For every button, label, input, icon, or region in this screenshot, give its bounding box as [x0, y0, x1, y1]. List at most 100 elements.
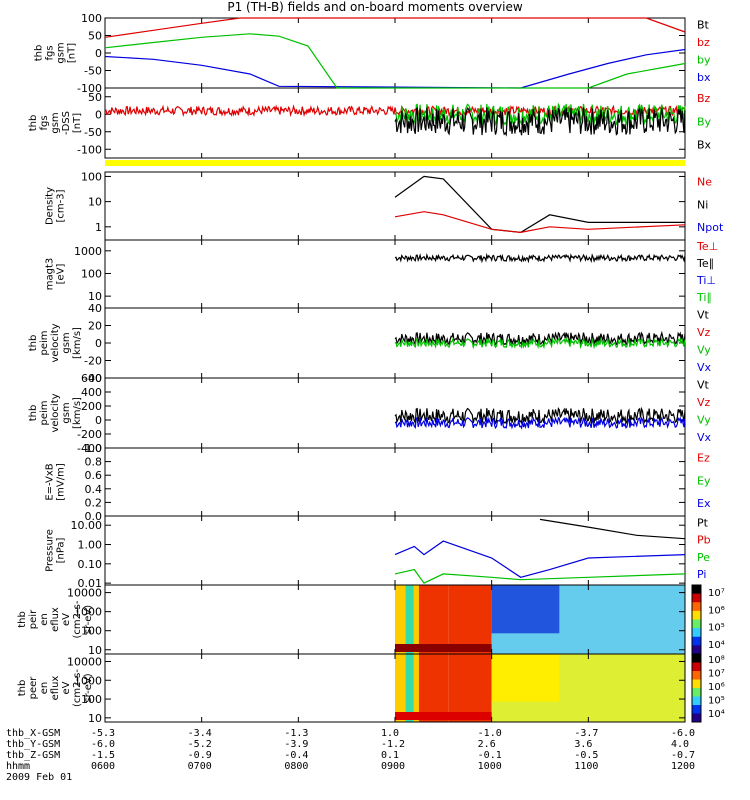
ylabel-peer: thbpeerenefluxeV(cm2-s-sr-eV)	[17, 669, 94, 707]
legend-vel2: Vy	[697, 414, 711, 427]
panel-temp: 1000 100 10 magt3[eV] Te⊥ Te∥ Ti⊥ Ti∥	[45, 239, 718, 309]
ytick-label-fgs: 100	[81, 12, 102, 25]
footer-value: -1.5	[91, 750, 116, 761]
ylabel-line: gsm	[61, 402, 72, 423]
footer-value: -0.4	[284, 750, 309, 761]
ytick-label-pressure: 10.00	[71, 519, 103, 532]
colorbar-cell-peir	[692, 636, 701, 646]
series-Bz2	[104, 104, 686, 118]
legend-vel2: Vt	[697, 379, 710, 392]
colorbar-tick-peir: 10⁵	[708, 623, 725, 634]
series-bx	[104, 48, 686, 89]
legend-efield: Ex	[697, 497, 711, 510]
colorbar-cell-peer	[692, 688, 701, 697]
ytick-label-efield: 0.6	[85, 469, 103, 482]
legend-pressure: Pb	[697, 534, 711, 547]
footer-row-label: thb_Z-GSM	[6, 750, 61, 761]
series-pe	[394, 568, 686, 584]
footer-row-label: thb_X-GSM	[6, 728, 61, 739]
spectrogram-core-peer	[405, 654, 414, 722]
colorbar-frame-peer	[691, 653, 702, 723]
panel-efield: 1.00.80.60.40.20.0 E=-VxB[mV/m] Ez Ey Ex	[45, 442, 711, 523]
spectrogram-low-peir	[395, 644, 492, 652]
ytick-label-temp: 100	[81, 267, 102, 280]
colorbar-cell-peir	[692, 619, 701, 629]
ytick-label-pressure: 1.00	[78, 539, 103, 552]
ylabel-line: thb	[34, 45, 45, 62]
colorbar-cell-peir	[692, 593, 701, 603]
series-ne	[394, 211, 686, 234]
series-vx2	[394, 416, 686, 430]
series-te-par	[394, 252, 686, 264]
footer-value: -3.9	[284, 739, 309, 750]
colorbar-tick-peer: 10⁷	[708, 668, 725, 679]
ylabel-line: [mV/m]	[56, 463, 67, 501]
ylabel-line: [km/s]	[72, 397, 83, 429]
ylabel-line: (cm2-s-	[72, 669, 83, 707]
footer-value: 0900	[381, 761, 406, 772]
panel-frame-efield	[104, 447, 686, 517]
ylabel-vel2: thbpeimvelocitygsm[km/s]	[28, 393, 83, 432]
legend-density: Ne	[697, 176, 712, 189]
footer-value: 4.0	[671, 739, 690, 750]
ylabel-line: (cm2-s-	[72, 600, 83, 638]
legend-efield: Ez	[697, 452, 710, 465]
ytick-label-peer: 10000	[67, 655, 102, 668]
legend-vel1: Vz	[697, 326, 711, 339]
ylabel-line: thb	[28, 405, 39, 422]
colorbar-tick-peer: 10⁶	[708, 682, 725, 693]
ylabel-pressure: Pressure[nPa]	[45, 529, 67, 572]
ylabel-line: peim	[39, 330, 50, 355]
ylabel-line: thb	[28, 115, 39, 132]
colorbar-cell-peer	[692, 654, 701, 663]
ylabel-line: [eV]	[56, 264, 67, 285]
ytick-label-peir: 10	[88, 644, 102, 657]
ylabel-fgs2: thbfgsgsm-DSS[nT]	[28, 111, 83, 135]
colorbar-tick-peer: 10⁵	[708, 696, 725, 707]
ytick-label-peer: 10	[88, 712, 102, 725]
ytick-label-fgs: 0	[95, 47, 102, 60]
ylabel-line: gsm	[61, 332, 72, 353]
legend-pressure: Pt	[697, 516, 709, 529]
ylabel-peir: thbpeirenefluxeV(cm2-s-sr-eV)	[17, 600, 94, 638]
footer-row-label: hhmm	[6, 761, 31, 772]
ytick-label-fgs2: -50	[84, 126, 102, 139]
footer-value: -0.9	[187, 750, 212, 761]
ylabel-line: sr-eV)	[83, 673, 94, 702]
ylabel-line: fgs	[39, 115, 50, 130]
footer-value: -1.0	[477, 728, 502, 739]
panel-frame-pressure	[104, 515, 686, 586]
footer-value: 0.1	[381, 750, 400, 761]
series-by	[104, 33, 686, 89]
footer-value: 0600	[91, 761, 116, 772]
quality-flag-bar	[105, 160, 685, 166]
ytick-label-peir: 10000	[67, 587, 102, 600]
panel-peer: 10000 1000 100 10 thbpeerenefluxeV(cm2-s-sr-…	[17, 653, 725, 725]
spectrogram-red-peer	[448, 654, 492, 722]
footer-value: -6.0	[671, 728, 696, 739]
legend-fgs: by	[697, 54, 711, 67]
footer-value: 1.0	[381, 728, 400, 739]
ytick-label-pressure: 0.01	[78, 577, 103, 590]
ylabel-line: gsm	[56, 42, 67, 63]
ytick-label-efield: 1.0	[85, 442, 103, 455]
ytick-label-vel1: -20	[84, 355, 102, 368]
ylabel-fgs: thbfgsgsm[nT]	[34, 42, 78, 63]
ylabel-line: eV	[61, 613, 72, 626]
panel-fgs2: 50 0 -50 -100 thbfgsgsm-DSS[nT] Bz By Bx	[28, 87, 712, 159]
footer-row-label: thb_Y-GSM	[6, 739, 61, 750]
footer-value: 0800	[284, 761, 309, 772]
panel-frame-density	[104, 171, 686, 241]
series-pi	[394, 540, 686, 578]
ytick-label-fgs2: 0	[95, 108, 102, 121]
ytick-label-peer: 100	[81, 693, 102, 706]
footer-value: -0.1	[477, 750, 502, 761]
legend-temp: Ti⊥	[696, 274, 716, 287]
panel-frame-vel2	[104, 377, 686, 449]
ylabel-line: eflux	[50, 676, 61, 701]
legend-vel1: Vy	[697, 344, 711, 357]
ytick-label-efield: 0.2	[85, 496, 103, 509]
ytick-label-peer: 1000	[74, 674, 102, 687]
ylabel-line: velocity	[50, 393, 61, 432]
spectrogram-patch-peer	[491, 654, 560, 702]
